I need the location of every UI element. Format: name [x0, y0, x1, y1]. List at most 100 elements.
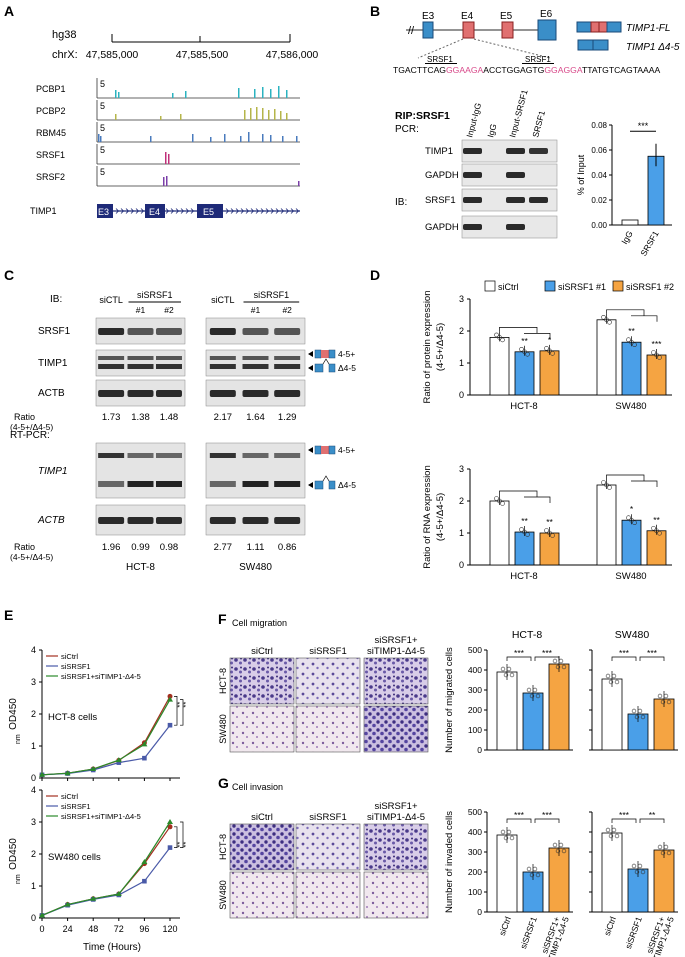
sig-bracket	[611, 818, 637, 823]
sig-bracket	[611, 656, 637, 661]
isoform-exon	[314, 363, 324, 373]
data-point	[629, 517, 634, 523]
bar	[489, 500, 510, 566]
exon-box	[537, 19, 557, 41]
column-label: siSRSF1+	[374, 635, 417, 646]
sig-mark: ***	[514, 810, 525, 820]
exon-label: E4	[461, 11, 474, 22]
sig-mark: ***	[638, 121, 649, 131]
bar	[496, 834, 518, 913]
x-tick-label: 96	[139, 924, 149, 934]
y-tick-label: 3	[459, 294, 464, 304]
blot-band	[463, 197, 482, 203]
track-peak	[248, 132, 250, 142]
blot-band	[529, 148, 548, 154]
data-point	[607, 485, 612, 490]
track-peak	[286, 113, 288, 120]
data-point	[526, 866, 532, 872]
data-point	[535, 872, 541, 878]
ratio-value: 0.86	[278, 542, 297, 553]
isoform-exon	[325, 446, 329, 454]
data-point	[529, 693, 535, 699]
lane-label: siCTL	[99, 295, 123, 305]
panel-d: D siCtrl siSRSF1 #1 siSRSF1 #2 0 1 2 3 Ratio o…	[370, 267, 674, 582]
y-axis-label: % of Input	[576, 154, 586, 195]
sig-mark: *	[548, 335, 552, 345]
ratio-label: (4-5+/Δ4-5)	[10, 552, 53, 562]
data-point	[500, 829, 506, 835]
bar	[496, 671, 518, 751]
blot-row-label: GAPDH	[425, 170, 459, 181]
lane-label: SRSF1	[530, 109, 547, 138]
track-peak	[238, 88, 240, 98]
blot-band	[209, 328, 236, 335]
row-label: SW480	[218, 714, 228, 744]
transwell-image	[229, 871, 295, 919]
data-point	[142, 755, 147, 761]
blot-band	[127, 356, 154, 360]
track-peak	[262, 87, 264, 98]
blot-band	[98, 356, 125, 360]
blot-band	[274, 481, 301, 487]
blot-band	[463, 148, 482, 154]
x-tick-label: 120	[162, 924, 177, 934]
exon-label: E5	[203, 207, 214, 217]
rip-title: RIP:SRSF1	[395, 110, 450, 122]
y-tick-label: 2	[31, 709, 36, 719]
isoform-label: Δ4-5	[338, 363, 356, 373]
data-point	[532, 866, 538, 872]
chevron	[180, 208, 185, 214]
y-tick-label: 500	[468, 645, 482, 655]
chevron	[190, 208, 195, 214]
panel-title: Cell migration	[232, 618, 287, 628]
panel-e: E 01234OD450nmsiCtrlsiSRSF1siSRSF1+siTIM…	[4, 607, 190, 953]
coord-tick-label: 47,585,500	[176, 49, 229, 61]
blot-band	[98, 390, 125, 397]
chart-title: SW480	[615, 629, 650, 641]
y-tick-label: 300	[468, 685, 482, 695]
splice-mark	[322, 475, 330, 482]
isoform-exon	[328, 363, 336, 373]
bar	[621, 519, 642, 566]
blot-band	[463, 224, 482, 230]
track-peak	[244, 110, 246, 120]
rip-blots: TIMP1 GAPDH SRSF1 GAPDH	[425, 139, 558, 239]
blot-row-label: GAPDH	[425, 222, 459, 233]
track-label: SRSF1	[36, 150, 65, 160]
track-peak	[270, 135, 272, 142]
y-tick-label: 400	[468, 665, 482, 675]
bar	[646, 530, 667, 566]
ratio-value: 1.96	[102, 542, 121, 553]
track-peak	[274, 109, 276, 120]
isoform-exon	[325, 350, 329, 358]
chevron	[140, 208, 145, 214]
arrow-icon	[308, 365, 313, 371]
y-tick-label: 500	[468, 807, 482, 817]
bar	[601, 832, 623, 913]
transwell-image	[295, 871, 361, 919]
data-point	[657, 693, 663, 699]
data-point	[561, 848, 567, 854]
data-point	[651, 525, 656, 531]
blot-row-label: TIMP1	[38, 466, 67, 477]
panel-g: G Cell invasion	[218, 775, 283, 792]
row-label: SW480	[218, 880, 228, 910]
transwell-image	[295, 823, 361, 871]
data-point	[605, 827, 611, 833]
sig-mark: **	[628, 326, 635, 336]
splice-mark	[322, 358, 330, 365]
data-point	[497, 498, 502, 504]
bar	[621, 219, 639, 226]
data-point	[608, 833, 614, 839]
sig-bracket	[639, 656, 665, 661]
data-point	[666, 699, 672, 705]
data-point	[503, 835, 509, 841]
transwell-image	[363, 657, 429, 705]
y-axis-label: (4-5+/Δ4-5)	[435, 323, 446, 371]
data-point	[141, 859, 148, 864]
data-point	[522, 349, 527, 355]
x-category-label: HCT-8	[510, 401, 537, 412]
legend-swatch	[544, 280, 556, 292]
panel-letter-e: E	[4, 607, 13, 623]
y-axis-label: OD450	[8, 838, 19, 870]
